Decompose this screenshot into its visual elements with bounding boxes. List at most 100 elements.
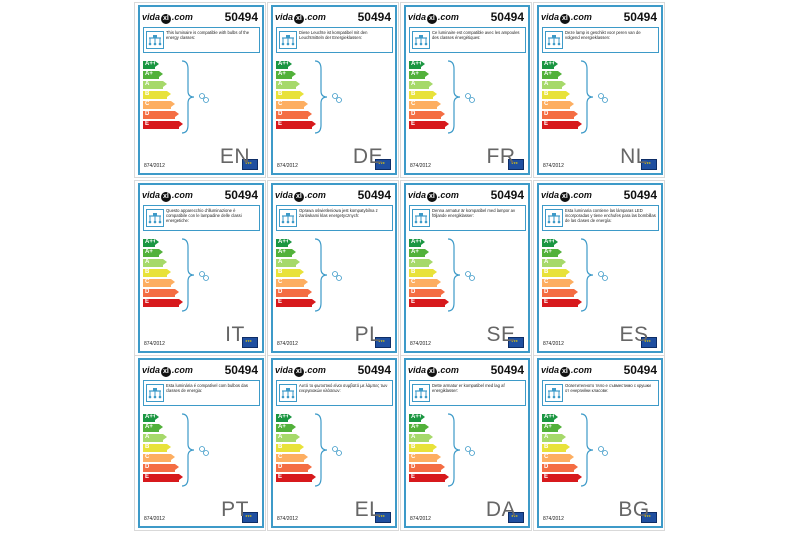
- regulation-number: 874/2012: [144, 163, 165, 169]
- energy-label-card: vida xl .com 50494 Esta luminária é compatív…: [138, 358, 264, 528]
- luminaire-icon: [412, 384, 430, 402]
- energy-class-bar: D: [409, 111, 445, 119]
- luminaire-icon: [279, 209, 297, 227]
- energy-class-bar: E: [409, 121, 449, 129]
- energy-class-scale: A++ A+ A B C D E: [143, 61, 183, 131]
- vidaxl-logo: vida xl .com: [142, 190, 193, 202]
- energy-class-bar: C: [276, 279, 308, 287]
- bulb-icon: [464, 269, 476, 281]
- label-cell-es: vida xl .com 50494 Esta luminaria contiene l…: [533, 180, 665, 356]
- product-code: 50494: [224, 363, 258, 377]
- brace-icon: [579, 412, 601, 488]
- vidaxl-logo: vida xl .com: [541, 12, 592, 24]
- vidaxl-logo: vida xl .com: [408, 12, 459, 24]
- energy-class-bar: A: [143, 259, 167, 267]
- bulb-icon: [597, 444, 609, 456]
- energy-label-card: vida xl .com 50494 Deze lamp is geschikt voo…: [537, 5, 663, 175]
- brace-icon: [446, 412, 468, 488]
- product-code: 50494: [623, 188, 657, 202]
- energy-class-scale: A++ A+ A B C D E: [143, 414, 183, 484]
- language-code: SE: [486, 323, 516, 346]
- energy-class-bar: E: [143, 474, 183, 482]
- energy-class-bar: A: [276, 81, 300, 89]
- brace-icon: [446, 59, 468, 135]
- brace-icon: [446, 237, 468, 313]
- compatibility-text: Questo apparecchio d'illuminazione è com…: [166, 208, 242, 223]
- energy-class-bar: A: [542, 259, 566, 267]
- label-cell-da: vida xl .com 50494 Dette armatur er kompatib…: [400, 355, 532, 531]
- eu-flag-icon: [641, 159, 657, 170]
- bulb-icon: [198, 91, 210, 103]
- bulb-icon: [331, 91, 343, 103]
- energy-class-bar: A++: [276, 239, 292, 247]
- energy-class-bar: A: [542, 434, 566, 442]
- energy-class-bar: D: [542, 111, 578, 119]
- compatibility-infobox: Esta luminária é compatível com bulbos d…: [143, 380, 260, 406]
- energy-class-bar: A+: [542, 249, 562, 257]
- energy-class-bar: E: [409, 474, 449, 482]
- energy-label-card: vida xl .com 50494 Denna armatur är kompatib…: [404, 183, 530, 353]
- energy-class-bar: B: [409, 444, 437, 452]
- vidaxl-logo: vida xl .com: [275, 12, 326, 24]
- energy-class-bar: C: [542, 454, 574, 462]
- compatibility-infobox: Ce luminaire est compatible avec les amp…: [409, 27, 526, 53]
- compatibility-text: Oprawa oświetleniowa jest kompatybilna z…: [299, 208, 378, 218]
- label-cell-de: vida xl .com 50494 Diese Leuchte ist kompati…: [267, 2, 399, 178]
- product-code: 50494: [623, 363, 657, 377]
- energy-class-scale: A++ A+ A B C D E: [276, 61, 316, 131]
- energy-class-bar: A: [276, 259, 300, 267]
- label-cell-fr: vida xl .com 50494 Ce luminaire est compatib…: [400, 2, 532, 178]
- regulation-number: 874/2012: [543, 163, 564, 169]
- bulb-icon: [331, 444, 343, 456]
- energy-class-bar: A+: [542, 424, 562, 432]
- bulb-icon: [331, 269, 343, 281]
- compatibility-text: Denna armatur är kompatibel med lampor a…: [432, 208, 516, 218]
- energy-label-card: vida xl .com 50494 Esta luminaria contiene l…: [537, 183, 663, 353]
- regulation-number: 874/2012: [543, 341, 564, 347]
- brace-icon: [313, 59, 335, 135]
- energy-class-bar: A+: [276, 249, 296, 257]
- energy-class-bar: B: [143, 91, 171, 99]
- energy-class-bar: B: [409, 269, 437, 277]
- energy-class-bar: A+: [276, 424, 296, 432]
- energy-class-bar: D: [143, 464, 179, 472]
- energy-class-bar: A: [409, 434, 433, 442]
- energy-class-bar: D: [542, 289, 578, 297]
- energy-class-bar: A+: [143, 249, 163, 257]
- energy-class-bar: D: [409, 289, 445, 297]
- luminaire-icon: [412, 209, 430, 227]
- regulation-number: 874/2012: [410, 516, 431, 522]
- energy-class-bar: A: [409, 81, 433, 89]
- energy-class-scale: A++ A+ A B C D E: [542, 61, 582, 131]
- regulation-number: 874/2012: [144, 516, 165, 522]
- energy-class-bar: A++: [143, 414, 159, 422]
- energy-class-bar: E: [143, 121, 183, 129]
- energy-class-bar: B: [276, 91, 304, 99]
- energy-class-bar: A+: [143, 424, 163, 432]
- label-cell-pl: vida xl .com 50494 Oprawa oświetleniowa jest…: [267, 180, 399, 356]
- language-code: DA: [485, 498, 517, 521]
- energy-class-bar: E: [542, 121, 582, 129]
- energy-label-card: vida xl .com 50494 Oprawa oświetleniowa jest…: [271, 183, 397, 353]
- energy-class-bar: A++: [542, 61, 558, 69]
- energy-class-bar: C: [409, 279, 441, 287]
- brace-icon: [579, 237, 601, 313]
- energy-class-bar: A++: [542, 414, 558, 422]
- energy-class-bar: C: [143, 454, 175, 462]
- compatibility-text: Ce luminaire est compatible avec les amp…: [432, 30, 520, 40]
- compatibility-infobox: Осветителното тяло е съвместимо с крушки…: [542, 380, 659, 406]
- product-code: 50494: [490, 10, 524, 24]
- vidaxl-logo: vida xl .com: [541, 365, 592, 377]
- label-cell-bg: vida xl .com 50494 Осветителното тяло е съвм…: [533, 355, 665, 531]
- energy-class-bar: A++: [143, 61, 159, 69]
- label-cell-en: vida xl .com 50494 This luminaire is compati…: [134, 2, 266, 178]
- energy-class-bar: A++: [409, 414, 425, 422]
- product-code: 50494: [490, 363, 524, 377]
- energy-label-card: vida xl .com 50494 Diese Leuchte ist kompati…: [271, 5, 397, 175]
- energy-class-bar: B: [409, 91, 437, 99]
- regulation-number: 874/2012: [277, 163, 298, 169]
- label-cell-pt: vida xl .com 50494 Esta luminária é compatív…: [134, 355, 266, 531]
- language-code: NL: [620, 145, 648, 168]
- brace-icon: [313, 237, 335, 313]
- energy-class-bar: C: [542, 279, 574, 287]
